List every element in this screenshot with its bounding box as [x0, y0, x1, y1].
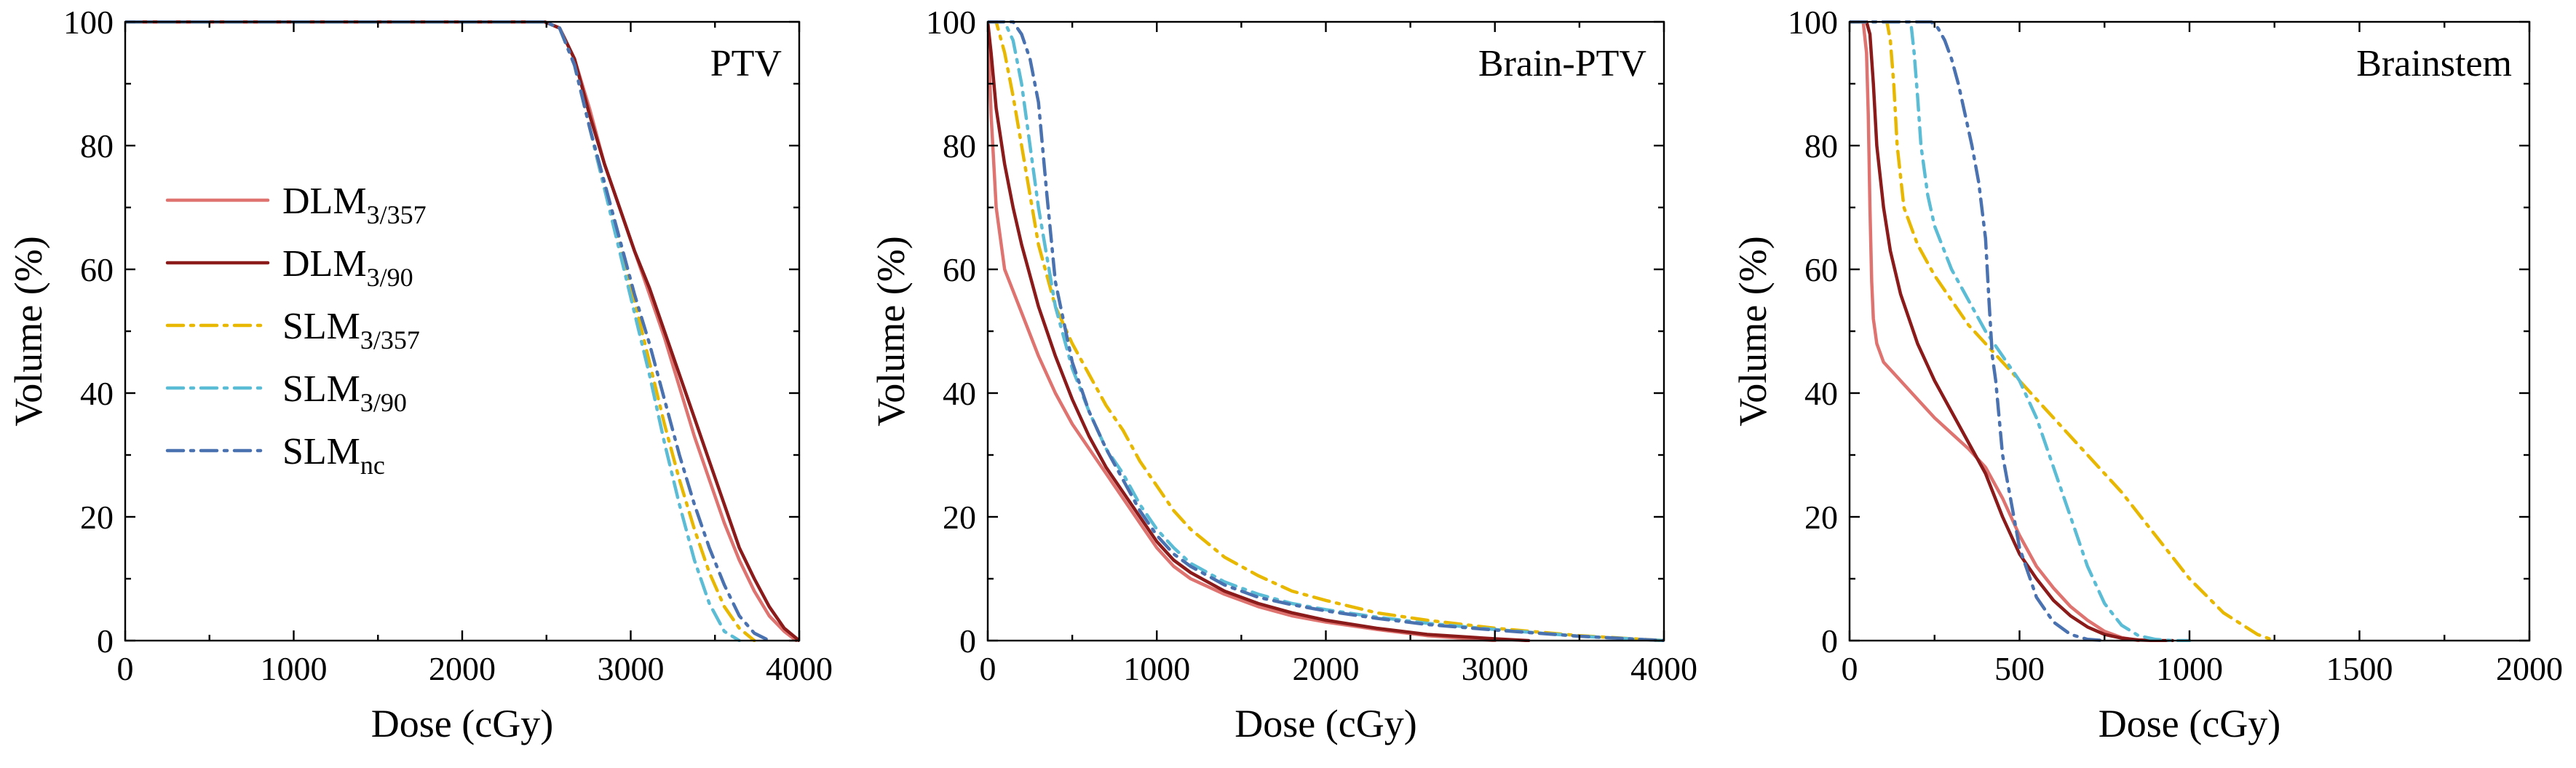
y-tick-label: 20: [1804, 499, 1838, 536]
y-tick-label: 60: [1804, 251, 1838, 288]
y-tick-label: 80: [1804, 127, 1838, 165]
x-tick-label: 3000: [598, 650, 665, 687]
y-axis-label: Volume (%): [1731, 236, 1775, 426]
y-tick-label: 20: [80, 499, 114, 536]
legend-label: DLM3/357: [282, 181, 427, 229]
x-tick-label: 1500: [2326, 650, 2393, 687]
series-line-slm3-357: [988, 20, 1664, 642]
legend-item: SLM3/357: [165, 306, 420, 355]
y-tick-label: 100: [926, 4, 976, 41]
series-line-slmnc: [988, 20, 1664, 642]
panel-title: PTV: [710, 43, 782, 84]
y-tick-label: 40: [943, 375, 976, 412]
legend-item: SLM3/90: [165, 368, 407, 417]
series-line-dlm3-90: [988, 20, 1531, 642]
y-tick-label: 100: [1788, 4, 1838, 41]
x-tick-label: 2000: [2496, 650, 2563, 687]
y-tick-label: 20: [943, 499, 976, 536]
legend-item: DLM3/90: [165, 243, 413, 292]
x-tick-label: 4000: [766, 650, 833, 687]
y-tick-label: 60: [80, 251, 114, 288]
legend-label: SLMnc: [282, 431, 385, 480]
x-tick-label: 2000: [1293, 650, 1360, 687]
panel-2: 0 1000 2000 3000 4000 0 20 40 60 80 100 Dose (cGy) V…: [869, 4, 1697, 745]
x-axis-label: Dose (cGy): [1235, 702, 1416, 745]
panel-3: 0 500 1000 1500 2000 0 20 40 60 80 100 Dose (cGy) Vo…: [1731, 4, 2563, 745]
y-axis-label: Volume (%): [7, 236, 50, 426]
x-tick-label: 4000: [1630, 650, 1697, 687]
y-tick-label: 80: [943, 127, 976, 165]
series-line-slm3-357: [125, 20, 756, 642]
x-tick-label: 0: [980, 650, 996, 687]
series-line-dlm3-90: [125, 20, 799, 642]
y-tick-label: 0: [959, 622, 976, 660]
legend-item: SLMnc: [165, 431, 385, 480]
x-tick-label: 0: [117, 650, 134, 687]
y-tick-label: 0: [1821, 622, 1838, 660]
series-group: [988, 20, 1664, 642]
x-tick-label: 2000: [429, 650, 496, 687]
legend: DLM3/357 DLM3/90 SLM3/357 SLM3/90 SLMnc: [165, 181, 427, 480]
series-line-dlm3-90: [1850, 20, 2174, 642]
y-tick-label: 40: [80, 375, 114, 412]
y-tick-label: 60: [943, 251, 976, 288]
panel-title: Brain-PTV: [1478, 43, 1646, 84]
series-line-slm3-90: [1850, 20, 2192, 642]
legend-label: SLM3/357: [282, 306, 420, 355]
x-tick-label: 1000: [2156, 650, 2223, 687]
x-axis-label: Dose (cGy): [371, 702, 553, 745]
series-group: [125, 20, 799, 642]
series-group: [1850, 20, 2277, 642]
y-tick-label: 100: [63, 4, 114, 41]
series-line-slmnc: [1850, 20, 2107, 642]
x-tick-label: 1000: [261, 650, 328, 687]
x-tick-label: 500: [1994, 650, 2045, 687]
y-axis-label: Volume (%): [869, 236, 913, 426]
y-tick-label: 0: [97, 622, 114, 660]
x-tick-label: 0: [1842, 650, 1858, 687]
x-tick-label: 3000: [1462, 650, 1529, 687]
panel-title: Brainstem: [2356, 43, 2512, 84]
legend-item: DLM3/357: [165, 181, 427, 229]
y-tick-label: 40: [1804, 375, 1838, 412]
series-line-slmnc: [125, 20, 772, 642]
series-line-dlm3-357: [1850, 20, 2141, 642]
panel-1: 0 1000 2000 3000 4000 0 20 40 60 80 100 Dose (cGy) V…: [7, 4, 833, 745]
legend-label: SLM3/90: [282, 368, 407, 417]
x-axis-label: Dose (cGy): [2099, 702, 2280, 745]
y-tick-label: 80: [80, 127, 114, 165]
x-tick-label: 1000: [1123, 650, 1190, 687]
legend-label: DLM3/90: [282, 243, 413, 292]
